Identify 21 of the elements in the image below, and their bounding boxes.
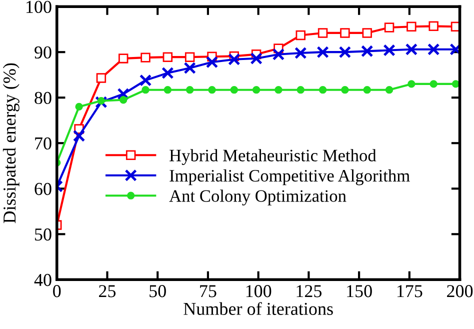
y-axis-title: Dissipated energy (%) <box>2 63 20 224</box>
legend-label: Ant Colony Optimization <box>169 190 346 206</box>
x-tick-label: 75 <box>200 285 216 298</box>
x-tick-label: 25 <box>99 285 116 298</box>
x-tick-label: 100 <box>246 285 272 298</box>
x-tick-label: 175 <box>397 285 422 298</box>
x-tick-label: 0 <box>53 285 61 298</box>
x-axis-title: Number of iterations <box>184 302 333 315</box>
y-tick-label: 90 <box>34 46 52 59</box>
y-tick-label: 70 <box>35 137 52 150</box>
x-tick-label: 200 <box>447 285 473 298</box>
x-tick-label: 150 <box>347 285 372 298</box>
x-tick-label: 50 <box>150 285 166 298</box>
y-tick-label: 40 <box>34 274 52 286</box>
y-tick-label: 80 <box>34 92 52 104</box>
x-tick-label: 125 <box>296 285 322 298</box>
legend-label: Hybrid Metaheuristic Method <box>170 149 376 165</box>
y-tick-label: 100 <box>26 0 52 14</box>
legend-label: Imperialist Competitive Algorithm <box>170 169 410 186</box>
y-tick-label: 60 <box>34 182 52 196</box>
y-tick-label: 50 <box>35 228 52 241</box>
